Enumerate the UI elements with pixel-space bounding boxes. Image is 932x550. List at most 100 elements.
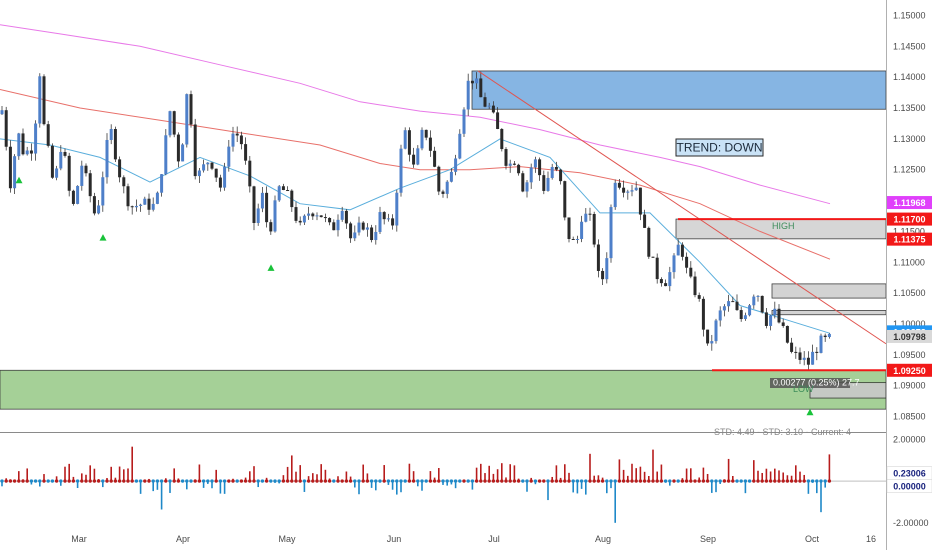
candle-body <box>676 244 680 256</box>
candle-body <box>361 222 365 230</box>
osc-dot <box>777 479 781 483</box>
candle-body <box>424 129 428 138</box>
osc-dot <box>424 479 428 483</box>
candle-body <box>735 301 739 311</box>
candle-body <box>777 308 781 323</box>
osc-dot <box>185 479 189 483</box>
osc-dot <box>760 479 764 483</box>
candle-body <box>693 276 697 296</box>
candle-body <box>319 215 323 218</box>
price-zones <box>0 70 887 410</box>
candle-body <box>88 173 92 197</box>
osc-dot <box>222 479 227 483</box>
osc-dot <box>260 479 265 483</box>
candle-body <box>449 171 453 182</box>
osc-dot <box>810 479 815 483</box>
candle-body <box>697 295 701 299</box>
osc-dot <box>113 479 118 483</box>
price-tick-label: 1.12500 <box>893 165 926 175</box>
candle-body <box>181 144 185 162</box>
candle-body <box>794 351 798 353</box>
candle-body <box>701 298 705 330</box>
osc-dot <box>0 479 4 483</box>
candle-body <box>202 164 206 171</box>
candle-body <box>160 174 164 193</box>
osc-dot <box>693 479 697 483</box>
osc-dot <box>630 479 634 483</box>
candle-body <box>395 192 399 226</box>
candle-body <box>638 187 642 215</box>
candle-body <box>433 150 437 167</box>
osc-dot <box>117 479 122 483</box>
osc-dot <box>537 479 542 483</box>
candle-body <box>420 129 424 149</box>
candle-body <box>554 166 558 170</box>
osc-dot <box>815 479 819 483</box>
osc-dot <box>512 479 517 483</box>
candle-body <box>67 155 71 191</box>
osc-dot <box>256 479 260 483</box>
osc-dot <box>71 479 76 483</box>
candle-body <box>487 105 491 107</box>
osc-dot <box>193 479 197 483</box>
osc-dot <box>546 479 550 483</box>
osc-dot <box>168 479 172 483</box>
price-badge-label: 1.09250 <box>893 366 926 376</box>
candle-body <box>370 227 374 241</box>
candle-body <box>101 177 105 206</box>
price-badge-label: 1.11968 <box>893 198 925 208</box>
candle-body <box>273 200 277 232</box>
candle-body <box>827 333 831 338</box>
osc-dot <box>819 479 823 483</box>
candle-body <box>659 279 663 284</box>
osc-dot <box>491 479 496 483</box>
osc-dot <box>151 479 155 483</box>
candle-body <box>286 190 290 192</box>
osc-dot <box>8 479 13 483</box>
osc-dot <box>785 479 790 483</box>
candle-body <box>567 217 571 239</box>
osc-dot <box>126 479 130 483</box>
time-tick-label: Apr <box>176 534 190 544</box>
candle-body <box>185 94 189 145</box>
osc-dot <box>739 479 743 483</box>
candle-body <box>277 186 281 201</box>
osc-dot <box>605 479 609 483</box>
candle-body <box>25 150 29 155</box>
candle-body <box>223 166 227 188</box>
osc-badge-label: 0.23006 <box>893 469 926 479</box>
candle-body <box>710 341 714 344</box>
osc-tick-label: 2.00000 <box>893 434 926 444</box>
candle-body <box>357 222 361 233</box>
osc-dot <box>285 479 290 483</box>
time-axis[interactable]: Mar Apr May Jun Jul Aug Sep Oct 16 <box>71 534 876 544</box>
candle-body <box>479 78 483 98</box>
measure-chip <box>770 378 850 388</box>
osc-dot <box>75 479 80 483</box>
osc-dot <box>357 479 361 483</box>
candle-body <box>550 166 554 178</box>
candle-body <box>752 296 756 306</box>
candle-body <box>38 76 42 124</box>
arrow-up-icon <box>806 408 814 416</box>
osc-dot <box>479 479 483 483</box>
osc-dot <box>38 479 42 483</box>
candle-body <box>46 124 50 146</box>
osc-dot <box>243 479 248 483</box>
time-tick-label: Aug <box>595 534 611 544</box>
price-axis[interactable]: 1.15000 1.14500 1.14000 1.13500 1.13000 1.125… <box>886 0 929 550</box>
candle-body <box>256 208 260 223</box>
osc-dot <box>96 479 101 483</box>
zone-demand-green <box>0 369 887 410</box>
trend-label[interactable]: TREND: DOWN <box>675 138 764 157</box>
osc-dot <box>722 479 727 483</box>
osc-dot <box>143 479 147 483</box>
osc-dot <box>369 479 374 483</box>
candle-body <box>760 295 764 313</box>
osc-dot <box>180 479 185 483</box>
candle-body <box>517 164 521 174</box>
osc-dot <box>361 479 365 483</box>
price-badge-label: 1.11700 <box>893 215 925 225</box>
candle-body <box>281 186 285 191</box>
